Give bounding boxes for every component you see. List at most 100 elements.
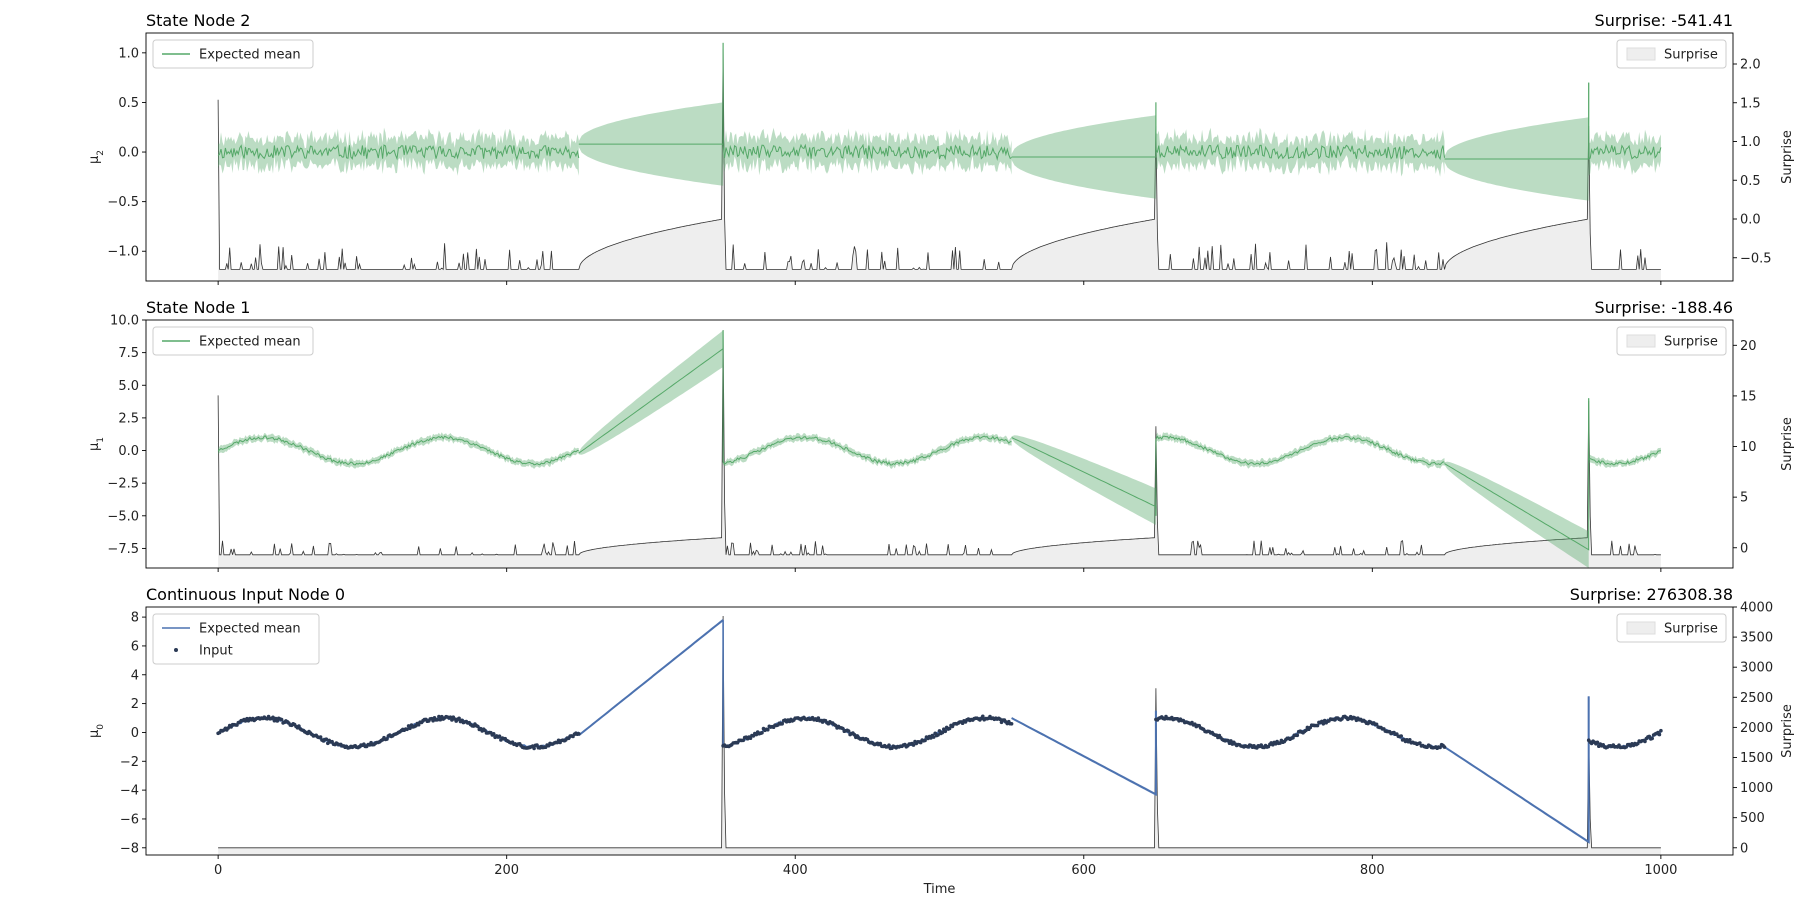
x-tick-label: 400 [783, 863, 808, 878]
y-tick-label: 8 [131, 611, 139, 626]
y-tick-label: −1.0 [107, 245, 139, 260]
expected-mean-gap [1444, 82, 1590, 160]
x-tick-label: 200 [494, 863, 519, 878]
input-point [780, 722, 784, 726]
panel-state1: −7.5 −5.0 −2.5 0.0 2.5 5.0 7.5 10.0 0 5 10 15 20 Stat… [87, 298, 1795, 572]
legend-surprise-swatch [1626, 621, 1656, 635]
surprise-area [218, 330, 1661, 568]
x-tick-label: 1000 [1644, 863, 1677, 878]
axes-frame [145, 319, 1734, 569]
expected-mean-line [217, 143, 580, 161]
y2-tick-label: 2500 [1740, 691, 1773, 706]
expected-mean-line [1588, 82, 1662, 160]
y2-tick-label: 0.5 [1740, 174, 1761, 189]
y-tick-label: 1.0 [118, 46, 139, 61]
y-tick-label: −2.5 [107, 477, 139, 492]
input-point [1659, 728, 1663, 733]
prediction-band [1444, 461, 1589, 568]
input-point [226, 726, 230, 730]
y-axis-label-base: μ [87, 443, 102, 451]
axes-frame [145, 32, 1734, 282]
uncertainty-band [723, 127, 1012, 176]
input-point [887, 743, 891, 747]
y-tick-label: −2 [120, 755, 139, 770]
y2-tick-label: 2000 [1740, 721, 1773, 736]
legend-box [152, 326, 314, 356]
x-tick-label: 800 [1360, 863, 1385, 878]
panel-title: State Node 1 [146, 298, 250, 317]
input-point [841, 726, 845, 731]
legend-surprise-label: Surprise [1664, 622, 1718, 637]
panel-input0: −8−6−4−202468050010001500200025003000350… [87, 585, 1795, 897]
input-point [577, 732, 581, 736]
input-point [947, 726, 952, 731]
legend-label: Expected mean [199, 48, 301, 63]
input-point [326, 741, 330, 746]
y-tick-label: 10.0 [110, 314, 139, 329]
expected-mean-line [1155, 102, 1445, 161]
y2-tick-label: 15 [1740, 389, 1757, 404]
y-tick-label: 7.5 [118, 346, 139, 361]
panel-title: Continuous Input Node 0 [146, 585, 345, 604]
input-point [1315, 723, 1320, 728]
legend-label: Input [199, 644, 233, 659]
y-tick-label: 5.0 [118, 379, 139, 394]
uncertainty-band [723, 432, 1012, 469]
expected-mean-line [217, 435, 579, 466]
input-point [931, 735, 936, 739]
input-point [431, 718, 435, 723]
input-point [448, 715, 453, 719]
expected-mean-gap [578, 42, 724, 145]
surprise-line [217, 330, 1661, 557]
input-point [923, 738, 927, 743]
surprise-line [217, 48, 1661, 271]
y-tick-label: 2.5 [118, 411, 139, 426]
input-point [450, 718, 454, 722]
input-point [385, 737, 389, 741]
panel-surprise-total: Surprise: -541.41 [1595, 11, 1733, 30]
x-tick-label: 600 [1071, 863, 1096, 878]
legend-surprise-swatch [1626, 334, 1656, 348]
input-point [833, 723, 838, 728]
y2-tick-label: 0 [1740, 841, 1748, 856]
input-point [1657, 732, 1662, 737]
y2-tick-label: 3000 [1740, 661, 1773, 676]
input-point [741, 738, 746, 743]
input-point [457, 716, 461, 721]
y2-tick-label: 1500 [1740, 751, 1773, 766]
input-point [1595, 740, 1600, 745]
y2-tick-label: 5 [1740, 491, 1748, 506]
input-point [275, 719, 280, 723]
input-point [1643, 739, 1647, 744]
plot-area [217, 42, 1662, 281]
input-point [408, 726, 412, 731]
expected-mean-line [722, 42, 1012, 161]
y-tick-label: −0.5 [107, 195, 139, 210]
input-point [943, 729, 948, 734]
y-axis-label-sub: 2 [96, 150, 106, 156]
input-point [318, 735, 323, 739]
expected-mean-line [1588, 398, 1661, 466]
y-tick-label: 0.5 [118, 96, 139, 111]
y-axis-label-sub: 1 [96, 437, 106, 443]
input-point [297, 724, 301, 728]
input-point [497, 734, 502, 738]
input-point [760, 731, 764, 735]
y2-tick-label: 20 [1740, 339, 1757, 354]
y-axis-label-base: μ [87, 730, 102, 738]
legend-surprise-label: Surprise [1664, 48, 1718, 63]
input-point [1304, 728, 1308, 733]
input-point [438, 717, 443, 722]
input-point [1650, 736, 1654, 741]
y-tick-label: −6 [120, 812, 139, 827]
y2-tick-label: 10 [1740, 440, 1757, 455]
uncertainty-band [218, 432, 579, 469]
input-point [1438, 745, 1442, 750]
expected-mean-gap [1011, 102, 1157, 158]
expected-mean-gap [1011, 437, 1157, 516]
expected-mean-gap [1443, 696, 1590, 844]
y-axis-label: μ0 [87, 724, 106, 738]
legend-label: Expected mean [199, 622, 301, 637]
legend-box-right [1616, 39, 1727, 69]
y2-axis-label: Surprise [1780, 704, 1795, 758]
